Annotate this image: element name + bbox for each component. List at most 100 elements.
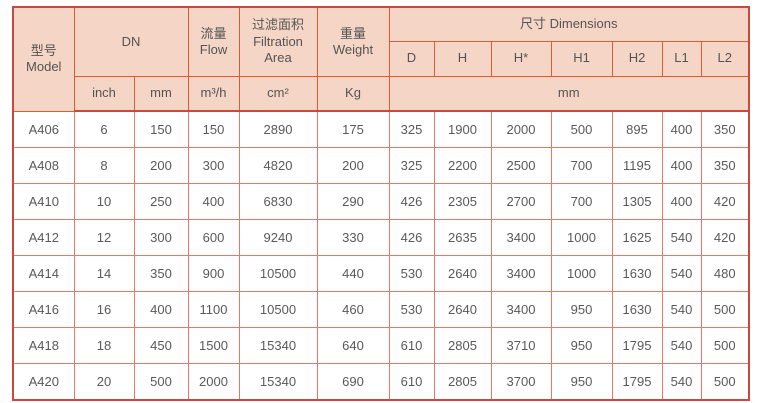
cell-h1: 950 <box>550 291 613 328</box>
cell-h-star: 3400 <box>490 291 552 328</box>
table-row: A420 20 500 2000 15340 690 610 2805 3700… <box>12 363 750 401</box>
header-row-1: 型号 Model DN 流量 Flow 过滤面积 Filtration Area… <box>12 6 750 112</box>
cell-l2: 500 <box>700 327 750 364</box>
cell-l2: 350 <box>700 147 750 184</box>
cell-weight: 330 <box>316 219 390 256</box>
table-row: A406 6 150 150 2890 175 325 1900 2000 50… <box>12 110 750 148</box>
cell-model: A418 <box>12 327 75 364</box>
cell-l2: 480 <box>700 255 750 292</box>
cell-l1: 540 <box>661 291 702 328</box>
cell-mm: 200 <box>133 147 189 184</box>
cell-mm: 450 <box>133 327 189 364</box>
cell-model: A416 <box>12 291 75 328</box>
cell-h: 2635 <box>433 219 492 256</box>
cell-d: 610 <box>388 327 435 364</box>
cell-h-star: 2700 <box>490 183 552 220</box>
cell-h1: 950 <box>550 327 613 364</box>
area-header-en: Filtration Area <box>253 33 303 65</box>
cell-d: 426 <box>388 219 435 256</box>
cell-inch: 8 <box>73 147 135 184</box>
cell-l2: 420 <box>700 183 750 220</box>
cell-flow: 600 <box>187 219 240 256</box>
cell-model: A414 <box>12 255 75 292</box>
flow-header-en: Flow <box>199 41 228 57</box>
cell-h2: 1305 <box>611 183 663 220</box>
cell-area: 15340 <box>238 363 318 401</box>
cell-weight: 460 <box>316 291 390 328</box>
cell-h1: 950 <box>550 363 613 401</box>
unit-mm: mm <box>133 75 189 112</box>
col-header-h-star: H* <box>490 40 552 77</box>
cell-l1: 540 <box>661 363 702 401</box>
cell-l1: 540 <box>661 255 702 292</box>
cell-weight: 175 <box>316 110 390 148</box>
cell-area: 6830 <box>238 183 318 220</box>
cell-mm: 150 <box>133 110 189 148</box>
cell-weight: 640 <box>316 327 390 364</box>
cell-h: 1900 <box>433 110 492 148</box>
cell-h-star: 3400 <box>490 255 552 292</box>
cell-l2: 420 <box>700 219 750 256</box>
cell-h-star: 3700 <box>490 363 552 401</box>
cell-l2: 500 <box>700 291 750 328</box>
cell-l1: 540 <box>661 327 702 364</box>
cell-mm: 250 <box>133 183 189 220</box>
cell-inch: 12 <box>73 219 135 256</box>
unit-flow: m³/h <box>187 75 240 112</box>
header-row-3: inch mm m³/h cm² Kg mm <box>13 75 750 112</box>
cell-area: 15340 <box>238 327 318 364</box>
cell-h: 2305 <box>433 183 492 220</box>
col-header-dn: DN <box>73 6 189 77</box>
cell-h2: 1630 <box>611 255 663 292</box>
cell-inch: 14 <box>73 255 135 292</box>
table-row: A418 18 450 1500 15340 640 610 2805 3710… <box>12 327 750 364</box>
cell-model: A410 <box>12 183 75 220</box>
cell-h-star: 3400 <box>490 219 552 256</box>
table-body: A406 6 150 150 2890 175 325 1900 2000 50… <box>12 110 750 401</box>
header-row-2: D H H* H1 H2 L1 L2 <box>13 40 750 77</box>
table-row: A412 12 300 600 9240 330 426 2635 3400 1… <box>12 219 750 256</box>
spec-table: 型号 Model DN 流量 Flow 过滤面积 Filtration Area… <box>12 6 750 401</box>
cell-area: 9240 <box>238 219 318 256</box>
col-header-h: H <box>433 40 492 77</box>
table-row: A408 8 200 300 4820 200 325 2200 2500 70… <box>12 147 750 184</box>
model-header-zh: 型号 <box>30 43 57 58</box>
cell-d: 325 <box>388 110 435 148</box>
cell-mm: 400 <box>133 291 189 328</box>
cell-h1: 500 <box>550 110 613 148</box>
cell-l1: 540 <box>661 219 702 256</box>
cell-inch: 18 <box>73 327 135 364</box>
cell-d: 610 <box>388 363 435 401</box>
cell-h: 2200 <box>433 147 492 184</box>
cell-d: 325 <box>388 147 435 184</box>
cell-flow: 2000 <box>187 363 240 401</box>
cell-inch: 20 <box>73 363 135 401</box>
weight-header-en: Weight <box>332 41 374 57</box>
cell-inch: 16 <box>73 291 135 328</box>
col-header-l2: L2 <box>700 40 750 77</box>
cell-d: 426 <box>388 183 435 220</box>
cell-weight: 200 <box>316 147 390 184</box>
cell-h2: 895 <box>611 110 663 148</box>
cell-flow: 400 <box>187 183 240 220</box>
col-header-l1: L1 <box>661 40 702 77</box>
col-header-dimensions: 尺寸 Dimensions <box>388 6 750 42</box>
cell-flow: 150 <box>187 110 240 148</box>
cell-l1: 400 <box>661 110 702 148</box>
cell-weight: 290 <box>316 183 390 220</box>
col-header-filtration-area: 过滤面积 Filtration Area <box>238 6 318 77</box>
cell-l2: 350 <box>700 110 750 148</box>
flow-header-zh: 流量 <box>200 25 227 41</box>
cell-inch: 6 <box>73 110 135 148</box>
cell-h: 2640 <box>433 291 492 328</box>
cell-area: 10500 <box>238 291 318 328</box>
table-row: A414 14 350 900 10500 440 530 2640 3400 … <box>12 255 750 292</box>
col-header-model: 型号 Model <box>12 6 75 112</box>
cell-flow: 1100 <box>187 291 240 328</box>
cell-h1: 700 <box>550 183 613 220</box>
cell-h2: 1795 <box>611 327 663 364</box>
cell-mm: 350 <box>133 255 189 292</box>
cell-mm: 300 <box>133 219 189 256</box>
cell-h-star: 2000 <box>490 110 552 148</box>
